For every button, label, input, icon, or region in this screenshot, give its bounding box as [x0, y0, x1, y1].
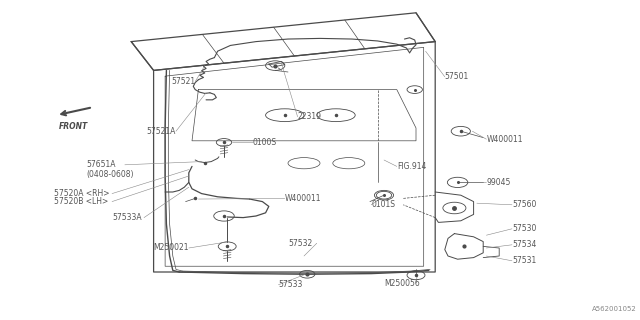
Text: 99045: 99045 — [486, 178, 511, 187]
Text: 57534: 57534 — [512, 240, 536, 249]
Text: 57521A: 57521A — [147, 127, 176, 136]
Text: M250056: M250056 — [384, 279, 420, 288]
Text: 57560: 57560 — [512, 200, 536, 209]
Text: W400011: W400011 — [486, 135, 523, 144]
Text: A562001052: A562001052 — [592, 306, 637, 312]
Text: 57533: 57533 — [278, 280, 303, 289]
Text: 57531: 57531 — [512, 256, 536, 265]
Text: 57520B <LH>: 57520B <LH> — [54, 197, 109, 206]
Text: 57532: 57532 — [288, 239, 312, 248]
Text: 57651A: 57651A — [86, 160, 116, 169]
Text: 57501: 57501 — [445, 72, 469, 81]
Text: (0408-0608): (0408-0608) — [86, 170, 134, 179]
Text: 57530: 57530 — [512, 224, 536, 233]
Text: FIG.914: FIG.914 — [397, 162, 426, 171]
Text: W400011: W400011 — [285, 194, 321, 203]
Text: 57520A <RH>: 57520A <RH> — [54, 189, 110, 198]
Text: 57521: 57521 — [171, 77, 195, 86]
Text: 0100S: 0100S — [253, 138, 277, 147]
Text: FRONT: FRONT — [59, 122, 88, 131]
Text: 57533A: 57533A — [112, 213, 141, 222]
Text: 22319: 22319 — [298, 112, 322, 121]
Text: 0101S: 0101S — [371, 200, 396, 209]
Text: M250021: M250021 — [154, 244, 189, 252]
